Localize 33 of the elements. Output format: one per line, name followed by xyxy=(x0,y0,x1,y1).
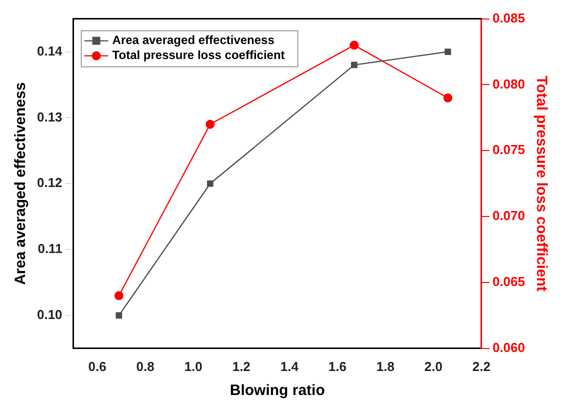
x-tick-label: 1.6 xyxy=(328,358,346,374)
y2-tick-label: 0.070 xyxy=(492,208,526,224)
x-tick-label: 1.2 xyxy=(232,358,250,374)
x-tick-label: 1.0 xyxy=(184,358,202,374)
y-axis-title: Area averaged effectiveness xyxy=(12,82,30,285)
y-tick-label: 0.12 xyxy=(36,175,62,190)
x-tick-label: 0.6 xyxy=(88,358,106,374)
point xyxy=(206,180,214,187)
legend-label: Area averaged effectiveness xyxy=(112,33,275,48)
y2-tick-label: 0.085 xyxy=(492,10,526,26)
x-tick-label: 2.0 xyxy=(424,358,442,374)
x-tick-label: 1.4 xyxy=(280,358,300,374)
y2-tick-label: 0.065 xyxy=(492,274,526,290)
y-tick-label: 0.14 xyxy=(36,43,64,58)
point xyxy=(350,40,359,50)
point xyxy=(443,93,452,102)
x-tick-label: 2.2 xyxy=(472,358,491,374)
point xyxy=(351,62,358,68)
legend-label: Total pressure loss coefficient xyxy=(112,48,285,62)
x-tick-label: 1.8 xyxy=(376,358,394,374)
y2-axis-title: Total pressure loss coefficient xyxy=(532,76,550,292)
point xyxy=(116,312,122,319)
y-tick-label: 0.13 xyxy=(36,109,62,124)
point xyxy=(114,291,124,300)
y-tick-label: 0.10 xyxy=(36,307,62,322)
point xyxy=(206,120,215,129)
y-tick-label: 0.11 xyxy=(38,241,62,256)
y2-tick-label: 0.075 xyxy=(492,142,526,158)
y2-tick-label: 0.080 xyxy=(492,76,526,92)
x-tick-label: 0.8 xyxy=(136,358,154,374)
point xyxy=(444,48,452,55)
y2-tick-label: 0.060 xyxy=(492,340,526,355)
x-axis-title: Blowing ratio xyxy=(230,382,325,400)
